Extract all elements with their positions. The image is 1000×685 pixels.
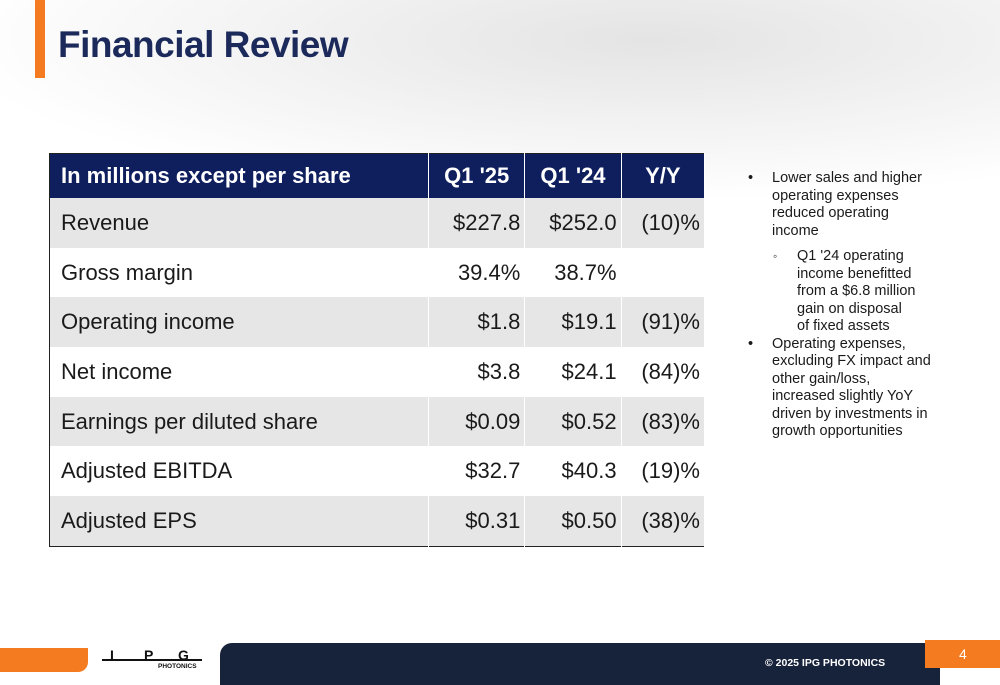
table-cell: Revenue	[49, 198, 430, 248]
table-cell: $0.31	[428, 496, 526, 547]
bullet: Operating expenses, excluding FX impact …	[748, 336, 937, 441]
table-cell: (19)%	[621, 446, 706, 497]
logo-line	[102, 659, 202, 661]
accent-bar	[35, 0, 45, 78]
financial-table: In millions except per share Q1 '25 Q1 '24…	[49, 153, 706, 547]
table-cell: 38.7%	[524, 247, 622, 298]
copyright: © 2025 IPG PHOTONICS	[765, 657, 886, 669]
table-cell: $1.8	[428, 297, 526, 348]
column-header: Q1 '24	[524, 153, 622, 198]
table-cell: 39.4%	[428, 247, 526, 298]
table-cell: $40.3	[524, 446, 622, 497]
table-cell: $227.8	[428, 198, 526, 248]
table-row: Adjusted EBITDA $32.7 $40.3 (19)%	[49, 446, 706, 497]
table-cell: Net income	[49, 347, 430, 397]
page-number: 4	[959, 646, 967, 662]
column-header: In millions except per share	[49, 153, 430, 198]
logo-letter: G	[178, 647, 189, 663]
table-cell: $32.7	[428, 446, 526, 497]
logo: PHOTONICS I P G	[102, 647, 202, 673]
table-cell: Adjusted EPS	[49, 496, 430, 547]
table-cell: $3.8	[428, 347, 526, 397]
table-cell: (84)%	[621, 347, 706, 397]
logo-letter: P	[144, 647, 154, 663]
table-row: Revenue $227.8 $252.0 (10)%	[49, 198, 706, 248]
page-number-box: 4	[925, 640, 1000, 668]
table-row: Adjusted EPS $0.31 $0.50 (38)%	[49, 496, 706, 547]
logo-letter: I	[110, 647, 114, 663]
header-row: In millions except per share Q1 '25 Q1 '24…	[49, 153, 706, 198]
table-cell: (38)%	[621, 496, 706, 547]
table-row: Net income $3.8 $24.1 (84)%	[49, 347, 706, 397]
table-cell: (10)%	[621, 198, 706, 248]
table-cell: $0.52	[524, 396, 622, 447]
sub-bullet: Q1 '24 operating income benefitted from …	[748, 248, 917, 336]
table-cell: Adjusted EBITDA	[49, 446, 430, 497]
table-cell: Gross margin	[49, 247, 430, 298]
footer-bar	[220, 643, 940, 685]
logo-subtitle: PHOTONICS	[158, 663, 197, 670]
table-cell: $24.1	[524, 347, 622, 397]
table-cell: (83)%	[621, 396, 706, 447]
table-cell: $0.09	[428, 396, 526, 447]
table-cell: $19.1	[524, 297, 622, 348]
table-cell: $252.0	[524, 198, 622, 248]
column-header: Q1 '25	[428, 153, 526, 198]
table-cell: (91)%	[621, 297, 706, 348]
column-header: Y/Y	[621, 153, 706, 198]
notes: Lower sales and higher operating expense…	[748, 170, 948, 449]
slide-title: Financial Review	[58, 24, 349, 65]
table-cell: Operating income	[49, 297, 430, 348]
table-row: Gross margin 39.4% 38.7%	[49, 247, 706, 298]
footer-accent	[0, 648, 88, 672]
bullet: Lower sales and higher operating expense…	[748, 170, 937, 240]
table-cell	[621, 247, 706, 298]
table-row: Earnings per diluted share $0.09 $0.52 (83)…	[49, 396, 706, 447]
table-cell: Earnings per diluted share	[49, 396, 430, 447]
table-row: Operating income $1.8 $19.1 (91)%	[49, 297, 706, 348]
table-cell: $0.50	[524, 496, 622, 547]
